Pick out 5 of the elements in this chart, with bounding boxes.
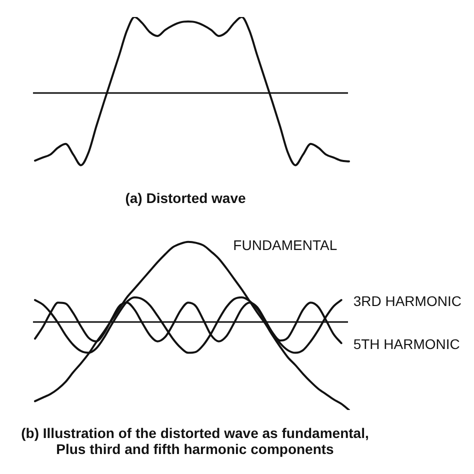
text: (b) Illustration of the distorted wave as fundamental, Plus third and fifth harmonic components: [20, 425, 370, 457]
series-label: FUNDAMENTAL: [233, 236, 338, 253]
series-label: 3RD HARMONIC: [353, 292, 462, 309]
text: (a) Distorted wave: [124, 190, 247, 206]
series-label: 5TH HARMONIC: [353, 336, 460, 352]
